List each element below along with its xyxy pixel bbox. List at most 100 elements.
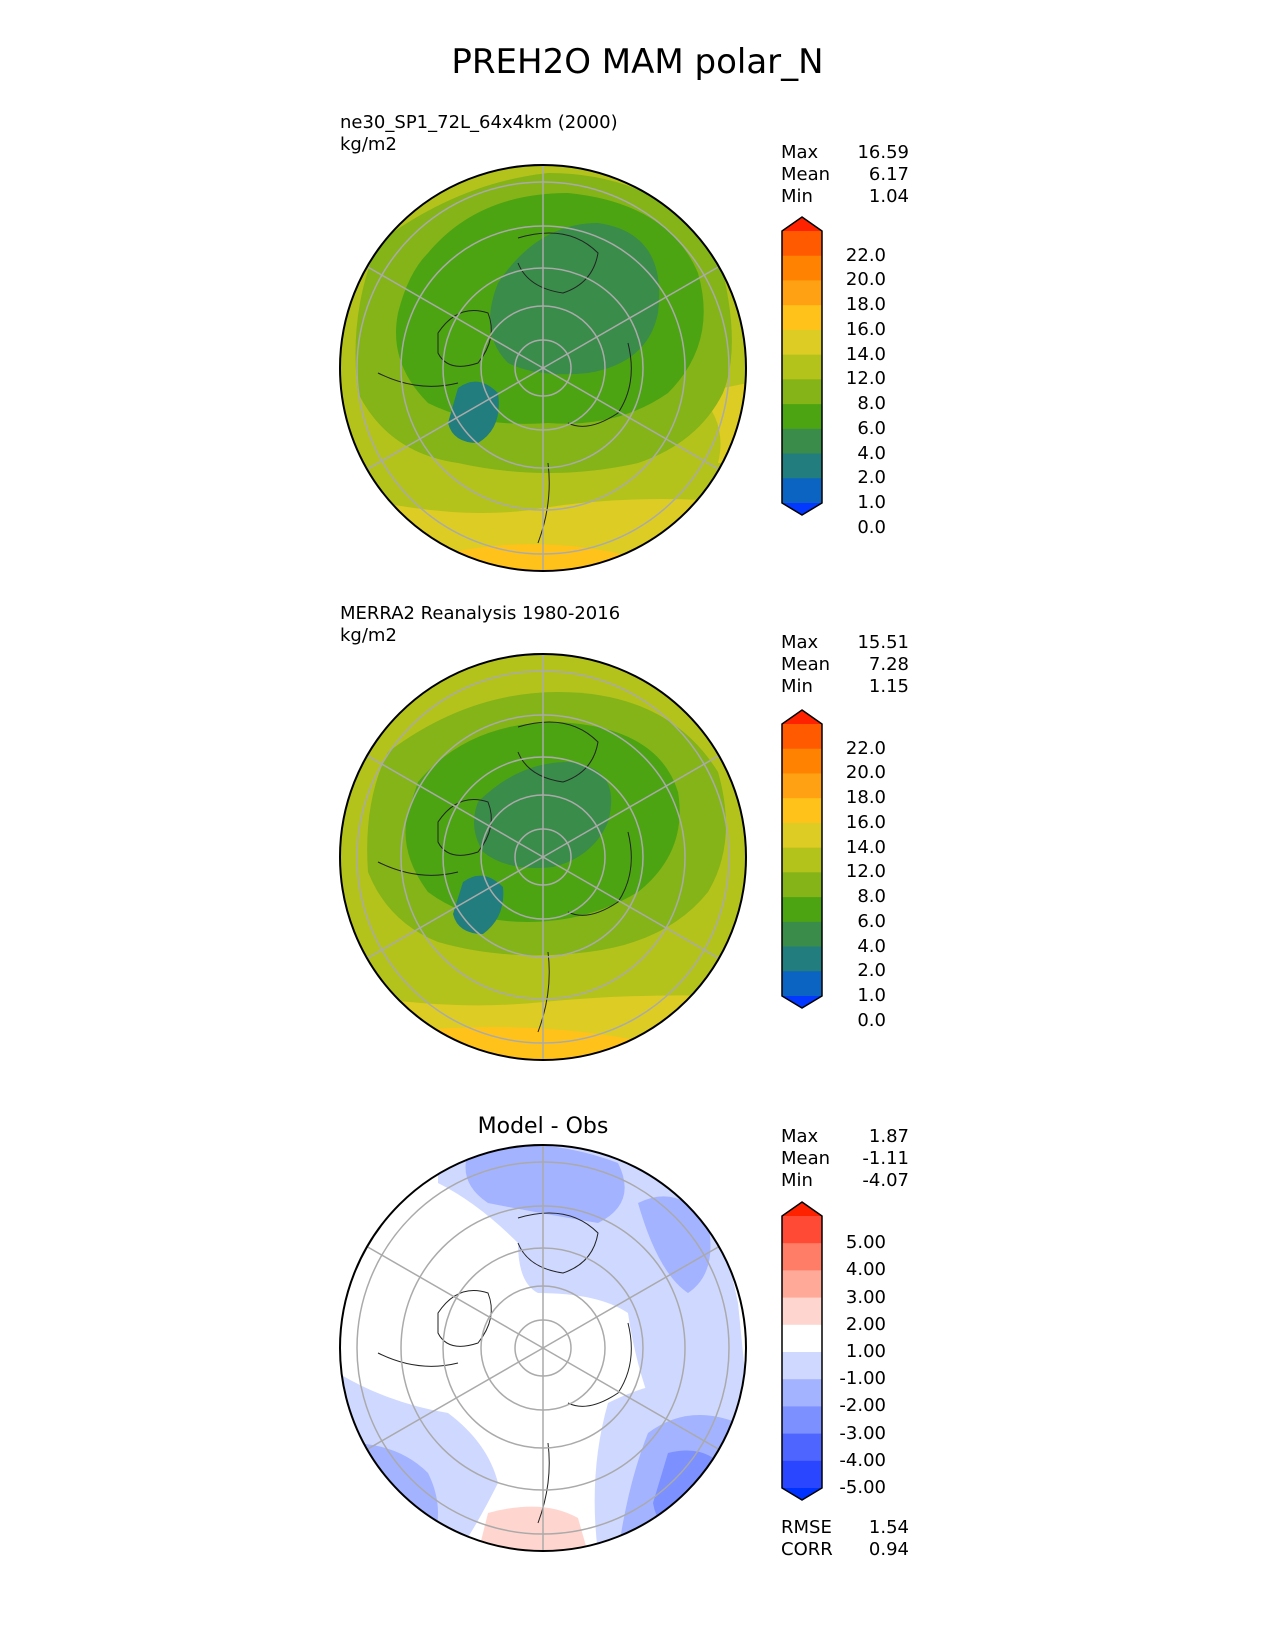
colorbar-tick-label: 1.0: [857, 985, 886, 1006]
meridian: [365, 754, 544, 858]
colorbar-tick-label: -1.00: [839, 1368, 886, 1390]
coastlines: [377, 232, 632, 544]
meridian: [365, 856, 544, 960]
colorbar-tick-label: 20.0: [845, 762, 886, 784]
stat-value: -1.11: [862, 1148, 909, 1169]
colorbar-segment: [782, 379, 822, 405]
colorbar-tick-label: 8.0: [857, 886, 886, 908]
stat-label: Mean: [781, 1148, 831, 1169]
colorbar-segment: [782, 280, 822, 306]
stat-label: RMSE: [781, 1517, 832, 1538]
colorbar-segment: [782, 1297, 822, 1326]
stat-value: 7.28: [868, 654, 909, 675]
meridian: [542, 856, 721, 960]
colorbar-tick-label: 18.0: [845, 787, 886, 809]
colorbar-tick-label: 0.0: [857, 516, 886, 538]
stat-row-min: Min 1.04: [781, 186, 909, 208]
panel-diff-extra-stats: RMSE 1.54 CORR 0.94: [781, 1517, 909, 1561]
colorbar-tick-label: 16.0: [845, 318, 886, 340]
colorbar-segment: [782, 231, 822, 257]
meridian: [365, 1245, 544, 1349]
colorbar-tick-label: 6.0: [857, 417, 886, 439]
colorbar-segment: [782, 921, 822, 948]
colorbar-segment: [782, 354, 822, 380]
graticule: [356, 1145, 730, 1551]
panel-diff-colorbar: [781, 1201, 823, 1501]
field-band-neg2: [465, 1145, 625, 1223]
colorbar-segment: [782, 329, 822, 356]
colorbar-tick-label: 0.0: [857, 1009, 886, 1031]
panel-model-colorbar-labels: 22.0 20.0 18.0 16.0 14.0 12.0 8.0 6.0 4.0 2.0 1.0 0…: [826, 217, 886, 538]
colorbar-segment: [782, 773, 822, 799]
stat-label: Min: [781, 186, 813, 207]
colorbar-segment: [782, 822, 822, 849]
colorbar-extend-max: [782, 1202, 822, 1216]
colorbar-segment: [782, 1433, 822, 1462]
colorbar-segment: [782, 847, 822, 873]
colorbar-extend-min: [782, 503, 822, 515]
stat-row-rmse: RMSE 1.54: [781, 1517, 909, 1539]
meridian: [542, 367, 721, 471]
meridian: [542, 754, 721, 858]
map-boundary: [339, 1144, 747, 1552]
colorbar-tick-label: 1.00: [845, 1341, 886, 1362]
panel-diff-map: [339, 1144, 747, 1552]
stat-label: Mean: [781, 654, 831, 675]
colorbar-segment: [782, 1243, 822, 1271]
coastlines: [377, 1212, 632, 1524]
meridian: [365, 265, 544, 369]
stat-row-min: Min -4.07: [781, 1170, 909, 1192]
colorbar-segment: [782, 1460, 822, 1489]
panel-obs-title-line: MERRA2 Reanalysis 1980-2016: [340, 603, 621, 624]
map-boundary: [339, 653, 747, 1061]
colorbar-tick-label: 14.0: [845, 343, 886, 365]
panel-obs-colorbar-labels: 22.0 20.0 18.0 16.0 14.0 12.0 8.0 6.0 4.0 2.0 1.0 0…: [826, 710, 886, 1031]
colorbar-segment: [782, 1379, 822, 1407]
stat-value: 0.94: [868, 1539, 909, 1560]
colorbar-tick-label: -5.00: [839, 1477, 886, 1498]
colorbar-segment: [782, 1406, 822, 1435]
panel-diff-title: Model - Obs: [477, 1114, 609, 1139]
field-band-neg3: [638, 1196, 711, 1293]
stat-row-mean: Mean 7.28: [781, 654, 909, 676]
meridian: [542, 1347, 721, 1451]
stat-value: 6.17: [868, 164, 909, 185]
coastlines: [377, 721, 632, 1033]
stat-label: Min: [781, 676, 813, 697]
colorbar-tick-label: 18.0: [845, 294, 886, 316]
colorbar-segment: [782, 1216, 822, 1244]
graticule: [356, 165, 730, 571]
colorbar-segment: [782, 1352, 822, 1380]
colorbar-tick-label: 6.0: [857, 910, 886, 932]
stat-row-max: Max 15.51: [781, 632, 909, 654]
panel-obs-map: [339, 653, 747, 1061]
colorbar-tick-label: 12.0: [845, 861, 886, 883]
colorbar-extend-max: [782, 710, 822, 724]
colorbar-segment: [782, 798, 822, 824]
panel-model-title: ne30_SP1_72L_64x4km (2000) kg/m2: [340, 112, 618, 156]
panel-model-map: [339, 164, 747, 572]
stat-value: 1.15: [868, 676, 909, 697]
colorbar-tick-label: 4.0: [857, 442, 886, 464]
stat-row-corr: CORR 0.94: [781, 1539, 909, 1561]
stat-row-mean: Mean -1.11: [781, 1148, 909, 1170]
field-band-wettest: [448, 381, 499, 443]
colorbar-tick-label: 14.0: [845, 836, 886, 858]
figure-title: PREH2O MAM polar_N: [451, 42, 824, 82]
colorbar-tick-label: 22.0: [845, 737, 886, 759]
stat-label: Mean: [781, 164, 831, 185]
panel-diff-stats: Max 1.87 Mean -1.11 Min -4.07: [781, 1126, 909, 1192]
stat-value: 1.87: [868, 1126, 909, 1147]
colorbar-segment: [782, 428, 822, 455]
colorbar-tick-label: -3.00: [839, 1422, 886, 1444]
colorbar-outline: [781, 216, 823, 516]
colorbar-outline: [781, 1201, 823, 1501]
colorbar-segment: [782, 724, 822, 750]
panel-model-colorbar: [781, 216, 823, 516]
field-band-wet: [490, 223, 660, 375]
colorbar-tick-label: 22.0: [845, 244, 886, 266]
colorbar-segment: [782, 946, 822, 972]
stat-value: 16.59: [857, 142, 909, 163]
colorbar-segment: [782, 1270, 822, 1299]
stat-row-min: Min 1.15: [781, 676, 909, 698]
